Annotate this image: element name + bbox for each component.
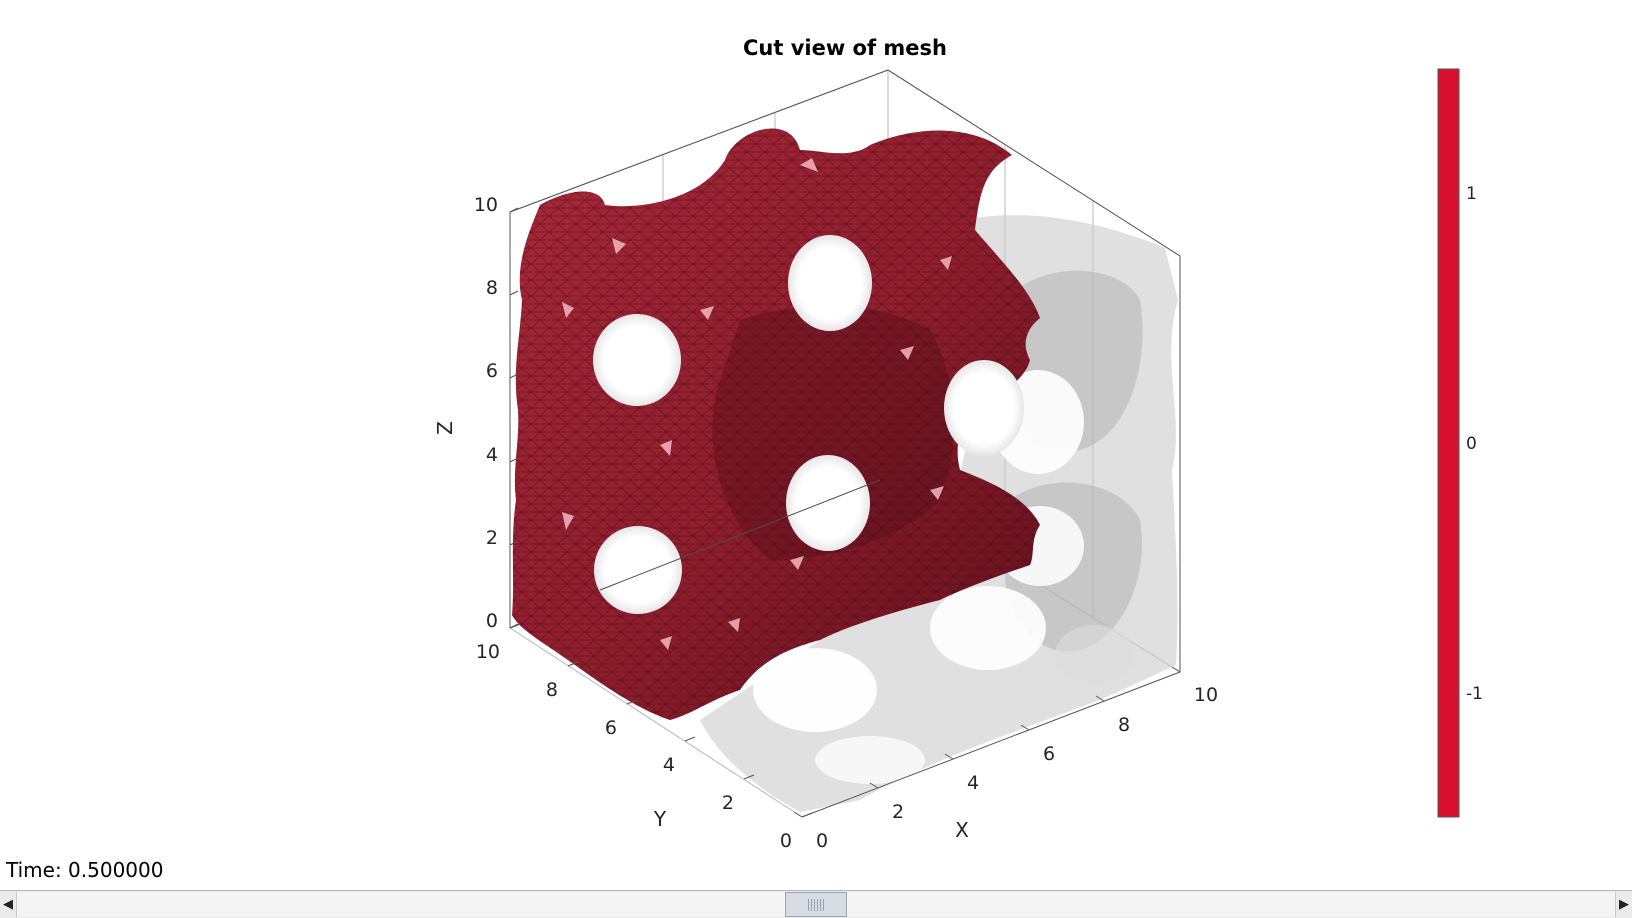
colorbar-tick-neg1: -1	[1466, 684, 1483, 704]
time-slider[interactable]: ◀ ▶	[0, 890, 1632, 918]
slider-left-arrow-icon[interactable]: ◀	[3, 897, 13, 912]
colorbar: 1 0 -1	[1437, 68, 1483, 818]
y-tick-2: 2	[722, 792, 734, 814]
x-tick-10: 10	[1194, 684, 1218, 706]
slider-right-arrow-icon[interactable]: ▶	[1619, 897, 1629, 912]
y-tick-6: 6	[605, 717, 617, 739]
y-tick-8: 8	[546, 679, 558, 701]
y-tick-10: 10	[476, 641, 500, 663]
x-tick-6: 6	[1043, 743, 1055, 765]
axes-front-edges	[509, 69, 1181, 818]
z-tick-0: 0	[486, 610, 498, 632]
y-axis-label: Y	[653, 807, 667, 831]
colorbar-tick-1: 1	[1466, 184, 1477, 204]
figure-title: Cut view of mesh	[742, 36, 947, 60]
x-tick-0: 0	[816, 830, 828, 852]
z-tick-10: 10	[474, 194, 498, 216]
colorbar-tick-0: 0	[1466, 434, 1477, 454]
x-tick-8: 8	[1118, 714, 1130, 736]
slider-thumb[interactable]	[785, 892, 847, 917]
y-tick-0: 0	[780, 830, 792, 852]
x-tick-4: 4	[967, 772, 979, 794]
plot-area[interactable]: 0 2 4 6 8 10 Z 0 2 4 6 8 10 Y	[0, 0, 1632, 890]
slider-track[interactable]	[16, 892, 1616, 917]
solid-mesh	[512, 128, 1040, 720]
x-axis-label: X	[955, 818, 969, 842]
x-axis: 0 2 4 6 8 10 X	[793, 666, 1218, 852]
z-tick-4: 4	[486, 444, 498, 466]
z-tick-6: 6	[486, 360, 498, 382]
z-tick-8: 8	[486, 277, 498, 299]
z-axis-label: Z	[433, 421, 457, 435]
grip-icon	[808, 899, 824, 911]
time-label: Time: 0.500000	[6, 858, 164, 882]
z-tick-2: 2	[486, 527, 498, 549]
z-axis: 0 2 4 6 8 10 Z	[433, 194, 519, 632]
x-tick-2: 2	[892, 801, 904, 823]
y-axis: 0 2 4 6 8 10 Y	[476, 623, 813, 852]
y-tick-4: 4	[663, 754, 675, 776]
